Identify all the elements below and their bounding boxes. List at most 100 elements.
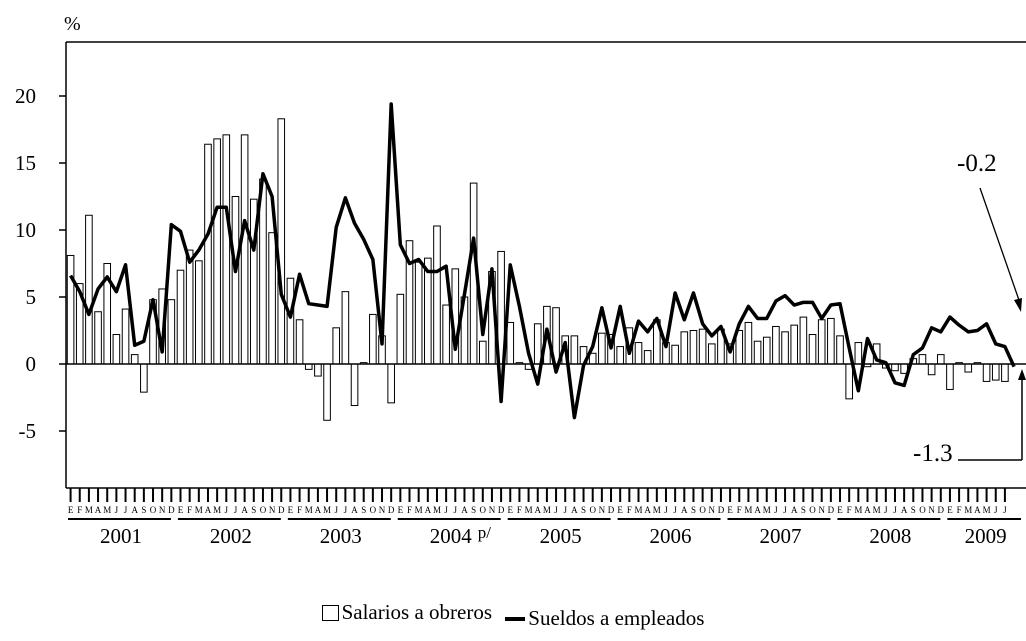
- month-tick-label: E: [288, 505, 294, 515]
- bar: [982, 363, 991, 382]
- bar: [231, 196, 240, 365]
- month-tick-label: A: [461, 505, 468, 515]
- y-tick-label: 15: [15, 151, 36, 175]
- bars-salarios: [66, 118, 1009, 421]
- legend-item-sueldos: Sueldos a empleados: [505, 606, 704, 631]
- month-tick-label: D: [168, 505, 175, 515]
- bar: [369, 313, 377, 365]
- year-label: 2007: [759, 524, 801, 548]
- month-tick-label: M: [213, 505, 221, 515]
- bar: [414, 261, 423, 365]
- month-tick-label: N: [709, 505, 716, 515]
- month-tick-label: A: [974, 505, 981, 515]
- month-tick-label: J: [664, 505, 668, 515]
- year-label: 2005: [540, 524, 582, 548]
- bar: [213, 138, 221, 365]
- month-tick-label: A: [315, 505, 322, 515]
- month-tick-label: D: [718, 505, 725, 515]
- month-tick-label: M: [195, 505, 203, 515]
- y-ticks: -5 0 5 10 15 20: [15, 84, 66, 443]
- month-tick-label: N: [599, 505, 606, 515]
- month-tick-label: S: [471, 505, 476, 515]
- bar: [341, 291, 350, 365]
- bar: [533, 323, 542, 365]
- bar: [478, 340, 487, 365]
- bar: [140, 363, 148, 393]
- month-tick-label: E: [947, 505, 953, 515]
- month-tick-label: A: [425, 505, 432, 515]
- bar: [387, 363, 395, 404]
- bar: [424, 257, 432, 365]
- legend-label-salarios: Salarios a obreros: [341, 600, 493, 624]
- month-tick-label: M: [305, 505, 313, 515]
- legend-item-salarios: Salarios a obreros: [321, 600, 493, 625]
- bar: [817, 319, 826, 365]
- month-tick-label: S: [141, 505, 146, 515]
- month-tick-label: A: [95, 505, 102, 515]
- bar: [506, 321, 515, 365]
- bar: [616, 346, 624, 365]
- month-tick-label: M: [103, 505, 111, 515]
- year-label: 2002: [210, 524, 252, 548]
- month-tick-label: E: [178, 505, 184, 515]
- month-tick-label: F: [847, 505, 852, 515]
- bar: [204, 143, 212, 365]
- month-tick-label: J: [124, 505, 128, 515]
- month-tick-label: N: [379, 505, 386, 515]
- bar: [277, 118, 286, 365]
- month-tick-label: S: [251, 505, 256, 515]
- year-label: 2003: [320, 524, 362, 548]
- month-tick-label: F: [187, 505, 192, 515]
- month-tick-label: A: [681, 505, 688, 515]
- bar: [240, 134, 249, 365]
- month-tick-label: D: [498, 505, 505, 515]
- month-tick-label: J: [554, 505, 558, 515]
- month-tick-label: J: [893, 505, 897, 515]
- month-tick-label: O: [480, 505, 487, 515]
- month-tick-label: F: [627, 505, 632, 515]
- month-tick-label: N: [489, 505, 496, 515]
- month-tick-label: F: [77, 505, 82, 515]
- month-tick-label: S: [911, 505, 916, 515]
- bar: [332, 327, 341, 365]
- bar: [781, 331, 789, 365]
- bar: [304, 363, 313, 370]
- bar: [442, 304, 450, 365]
- month-tick-label: F: [517, 505, 522, 515]
- month-tick-label: N: [269, 505, 276, 515]
- bar: [85, 214, 93, 365]
- year-label: 2009: [965, 524, 1007, 548]
- bar: [772, 325, 780, 365]
- month-tick-label: O: [370, 505, 377, 515]
- month-tick-label: N: [928, 505, 935, 515]
- bar: [680, 331, 689, 365]
- month-tick-label: O: [699, 505, 706, 515]
- month-tick-label: E: [398, 505, 404, 515]
- month-tick-label: O: [260, 505, 267, 515]
- month-tick-label: J: [344, 505, 348, 515]
- y-unit-label: %: [64, 13, 81, 35]
- bar: [121, 308, 130, 365]
- bar: [66, 254, 75, 365]
- y-tick-label: 5: [26, 285, 37, 309]
- bar: [185, 249, 194, 365]
- month-tick-label: M: [744, 505, 752, 515]
- year-note-mark: p/: [478, 523, 492, 542]
- month-tick-label: A: [534, 505, 541, 515]
- bar: [286, 277, 295, 365]
- annotation-salarios-arrowhead: [1018, 369, 1026, 380]
- bar: [753, 340, 762, 365]
- month-tick-label: D: [828, 505, 835, 515]
- bar: [946, 363, 954, 390]
- annotation-sueldos-arrow: [979, 187, 1021, 304]
- month-tick-label: J: [563, 505, 567, 515]
- month-tick-label: A: [241, 505, 248, 515]
- month-tick-label: D: [938, 505, 945, 515]
- line-sueldos: [69, 102, 1016, 420]
- month-tick-label: J: [783, 505, 787, 515]
- month-tick-label: J: [454, 505, 458, 515]
- month-tick-label: S: [801, 505, 806, 515]
- bar: [744, 321, 753, 365]
- bar: [433, 225, 441, 365]
- month-tick-label: A: [864, 505, 871, 515]
